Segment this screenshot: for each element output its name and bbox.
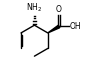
Text: OH: OH bbox=[70, 22, 81, 31]
Text: NH$_2$: NH$_2$ bbox=[26, 1, 42, 14]
Polygon shape bbox=[48, 25, 60, 33]
Text: O: O bbox=[56, 5, 62, 14]
